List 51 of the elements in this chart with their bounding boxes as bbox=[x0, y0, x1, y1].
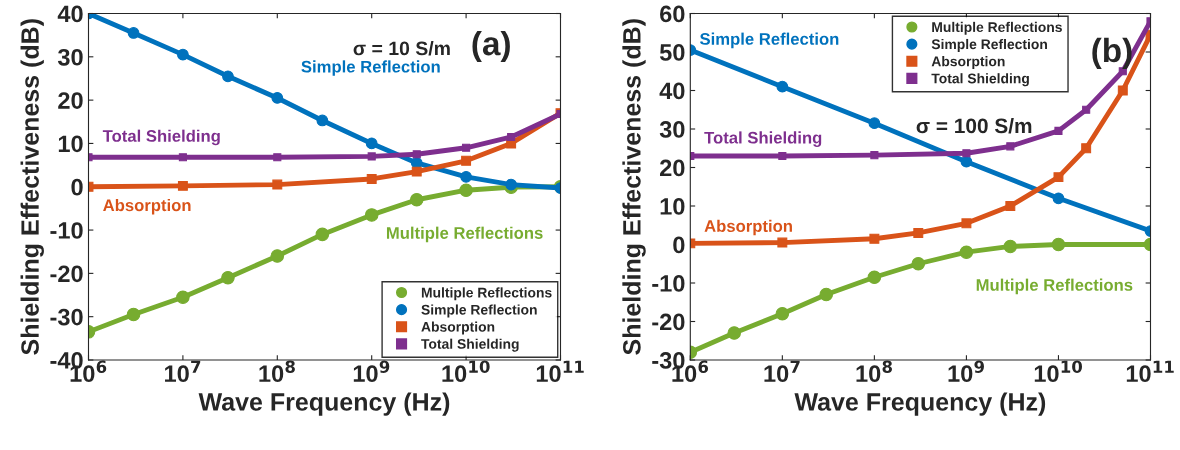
y-axis-title: Shielding Effectiveness (dB) bbox=[20, 19, 44, 355]
x-tick-label: 10$^{10}$ bbox=[1034, 360, 1083, 383]
y-tick-label: 10 bbox=[58, 135, 83, 153]
text: Simple Reflection bbox=[301, 60, 440, 76]
text: Simple Reflection bbox=[699, 32, 839, 49]
legend-label: Total Shielding bbox=[931, 73, 1029, 87]
legend-label: Multiple Reflections bbox=[421, 287, 552, 301]
legend-label: Absorption bbox=[931, 56, 1005, 70]
y-tick-label: 50 bbox=[659, 44, 685, 61]
y-tick-label: 10 bbox=[660, 198, 685, 215]
y-tick-label: -30 bbox=[50, 308, 83, 326]
y-tick-label: 60 bbox=[660, 5, 685, 23]
x-tick-label: 10$^{7}$ bbox=[165, 360, 201, 383]
y-tick-label: 0 bbox=[71, 178, 83, 196]
text: Absorption bbox=[103, 198, 191, 215]
x-tick-label: 10$^{10}$ bbox=[442, 360, 490, 383]
x-tick-label: 10$^{9}$ bbox=[353, 360, 390, 383]
legend-label: Absorption bbox=[421, 321, 495, 335]
x-tick-label: 10$^{8}$ bbox=[856, 360, 892, 383]
x-tick-label: 10$^{11}$ bbox=[536, 360, 584, 383]
legend-label: Total Shielding bbox=[421, 338, 519, 352]
y-tick-label: 30 bbox=[659, 121, 685, 138]
y-tick-label: -20 bbox=[50, 265, 83, 283]
annotation: (b) bbox=[1092, 37, 1132, 69]
y-tick-label: -10 bbox=[652, 275, 685, 292]
annotation: (a) bbox=[472, 30, 510, 62]
text: Total Shielding bbox=[102, 129, 220, 146]
annotation: σ = 100 S/m bbox=[916, 117, 1032, 134]
x-axis-title: Wave Frequency (Hz) bbox=[794, 392, 1046, 416]
x-tick-label: 10$^{8}$ bbox=[259, 360, 295, 383]
y-axis-title: Shielding Effectiveness (dB) bbox=[622, 19, 646, 355]
y-tick-label: 20 bbox=[660, 159, 685, 177]
y-tick-label: 20 bbox=[58, 92, 83, 109]
legend-label: Simple Reflection bbox=[421, 304, 537, 318]
text: Multiple Reflections bbox=[386, 226, 543, 243]
y-tick-label: -10 bbox=[50, 222, 83, 239]
y-tick-label: 0 bbox=[673, 236, 685, 254]
y-tick-label: 40 bbox=[659, 82, 685, 100]
y-tick-label: 40 bbox=[57, 5, 83, 23]
text: Absorption bbox=[704, 219, 792, 236]
x-tick-label: 10$^{9}$ bbox=[948, 360, 984, 383]
legend-label: Simple Reflection bbox=[931, 38, 1047, 52]
x-axis-title: Wave Frequency (Hz) bbox=[198, 392, 450, 416]
x-tick-label: 10$^{11}$ bbox=[1126, 360, 1174, 383]
text: Total Shielding bbox=[704, 131, 822, 147]
y-tick-label: 30 bbox=[57, 48, 83, 66]
y-tick-label: -20 bbox=[652, 313, 685, 331]
x-tick-label: 10$^{7}$ bbox=[764, 360, 800, 383]
text: Multiple Reflections bbox=[976, 278, 1133, 295]
legend-label: Multiple Reflections bbox=[932, 21, 1062, 35]
annotation: σ = 10 S/m bbox=[353, 40, 450, 56]
